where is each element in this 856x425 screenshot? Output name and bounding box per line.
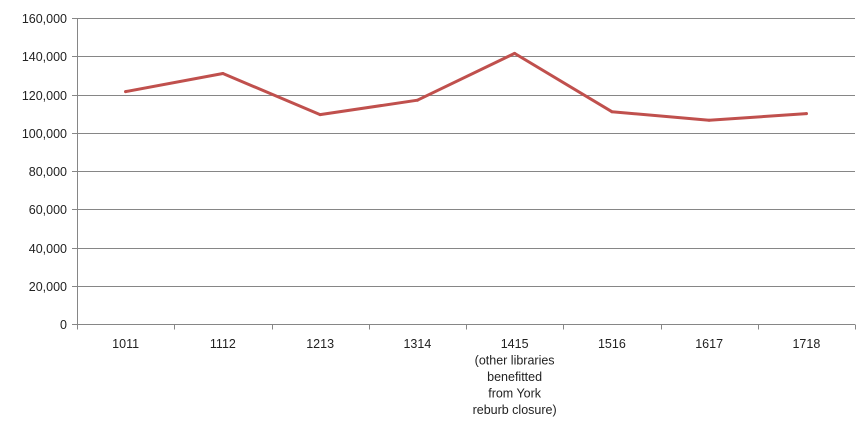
x-category-label-line: 1112 [210, 337, 236, 351]
gridlines [77, 18, 855, 287]
y-tick-label: 140,000 [22, 50, 67, 64]
x-category-label-line: 1718 [792, 337, 820, 351]
data-point [707, 118, 711, 122]
x-category-label: 1112 [210, 337, 236, 351]
x-category-label-line: 1516 [598, 337, 626, 351]
y-tick-label: 80,000 [29, 165, 67, 179]
data-point [221, 72, 225, 75]
series-lines [124, 51, 808, 122]
data-point [610, 110, 614, 114]
y-tick-label: 20,000 [29, 280, 67, 294]
x-axis-category-labels: 1011 1112 1213 1314 1415 (other libraries bene… [112, 337, 820, 417]
x-category-label-line: 1314 [403, 337, 431, 351]
y-tick-label: 100,000 [22, 127, 67, 141]
x-category-label: 1213 [306, 337, 334, 351]
x-category-label-line: reburb closure) [473, 403, 557, 417]
x-category-label-line: benefitted [487, 370, 542, 384]
data-point [804, 112, 808, 116]
data-point [318, 113, 322, 117]
x-category-label-line: from York [488, 387, 542, 401]
data-point [513, 51, 517, 55]
axes [72, 18, 856, 330]
data-point [124, 90, 128, 94]
y-tick-label: 40,000 [29, 242, 67, 256]
y-tick-label: 120,000 [22, 89, 67, 103]
x-category-label: 1617 [695, 337, 723, 351]
series-line [124, 51, 808, 122]
y-axis-tick-labels: 0 20,000 40,000 60,000 80,000 100,000 120,000 1… [22, 12, 67, 332]
y-tick-label: 0 [60, 318, 67, 332]
x-category-label-line: (other libraries [475, 354, 555, 368]
x-category-label-line: 1213 [306, 337, 334, 351]
x-category-label-line: 1011 [112, 337, 139, 351]
x-category-label-line: 1415 [501, 337, 529, 351]
x-category-label: 1718 [792, 337, 820, 351]
x-category-label: 1314 [403, 337, 431, 351]
x-category-label: 1415 (other libraries benefitted from York r… [473, 337, 557, 417]
y-tick-label: 60,000 [29, 203, 67, 217]
data-point [415, 98, 419, 102]
x-category-label: 1516 [598, 337, 626, 351]
x-category-label: 1011 [112, 337, 139, 351]
x-category-label-line: 1617 [695, 337, 723, 351]
y-tick-label: 160,000 [22, 12, 67, 26]
